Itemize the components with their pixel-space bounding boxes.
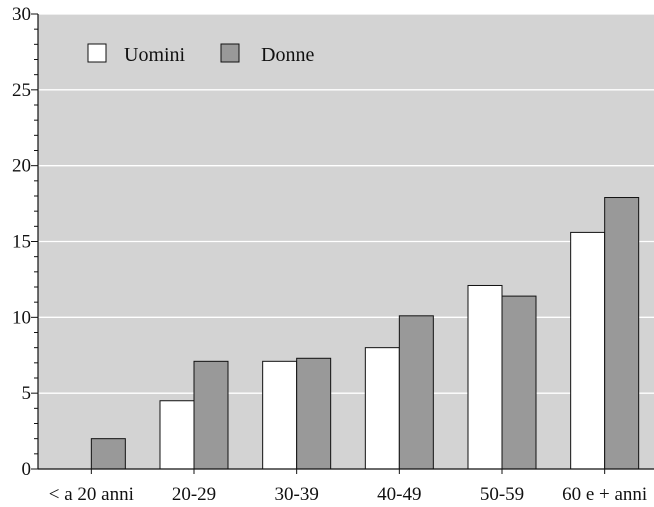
y-tick-label: 30 — [12, 4, 31, 25]
y-tick-label: 10 — [12, 307, 31, 328]
bar-donne-3 — [398, 315, 434, 470]
y-tick-label: 5 — [22, 383, 32, 404]
y-tick-label: 0 — [22, 459, 32, 480]
y-tick-label: 15 — [12, 232, 31, 253]
legend-swatch-donne — [220, 43, 240, 63]
bar-uomini-2 — [262, 360, 298, 470]
legend-swatch-uomini — [87, 43, 107, 63]
bar-donne-1 — [193, 360, 229, 470]
x-axis-labels: < a 20 anni 20-29 30-39 40-49 50-59 60 e + an… — [49, 469, 647, 505]
y-axis-ticks: 0 5 10 15 20 25 30 — [12, 4, 38, 480]
legend: Uomini Donne — [87, 43, 314, 66]
y-tick-label: 25 — [12, 80, 31, 101]
bar-donne-4 — [501, 295, 537, 470]
y-tick-label: 20 — [12, 156, 31, 177]
x-tick-label: 50-59 — [480, 484, 524, 505]
x-tick-label: 20-29 — [172, 484, 216, 505]
bar-donne-0 — [90, 438, 126, 470]
x-tick-label: 60 e + anni — [562, 484, 647, 505]
bar-donne-2 — [296, 357, 332, 470]
x-tick-label: < a 20 anni — [49, 484, 134, 505]
x-tick-label: 30-39 — [275, 484, 319, 505]
x-tick-label: 40-49 — [377, 484, 421, 505]
bar-uomini-1 — [159, 400, 195, 470]
bar-donne-5 — [604, 197, 640, 470]
bar-uomini-3 — [364, 347, 400, 470]
bar-uomini-4 — [467, 284, 503, 470]
legend-label-donne: Donne — [261, 44, 314, 66]
grid-lines — [38, 13, 654, 394]
bar-uomini-5 — [570, 231, 606, 470]
legend-label-uomini: Uomini — [124, 44, 186, 66]
